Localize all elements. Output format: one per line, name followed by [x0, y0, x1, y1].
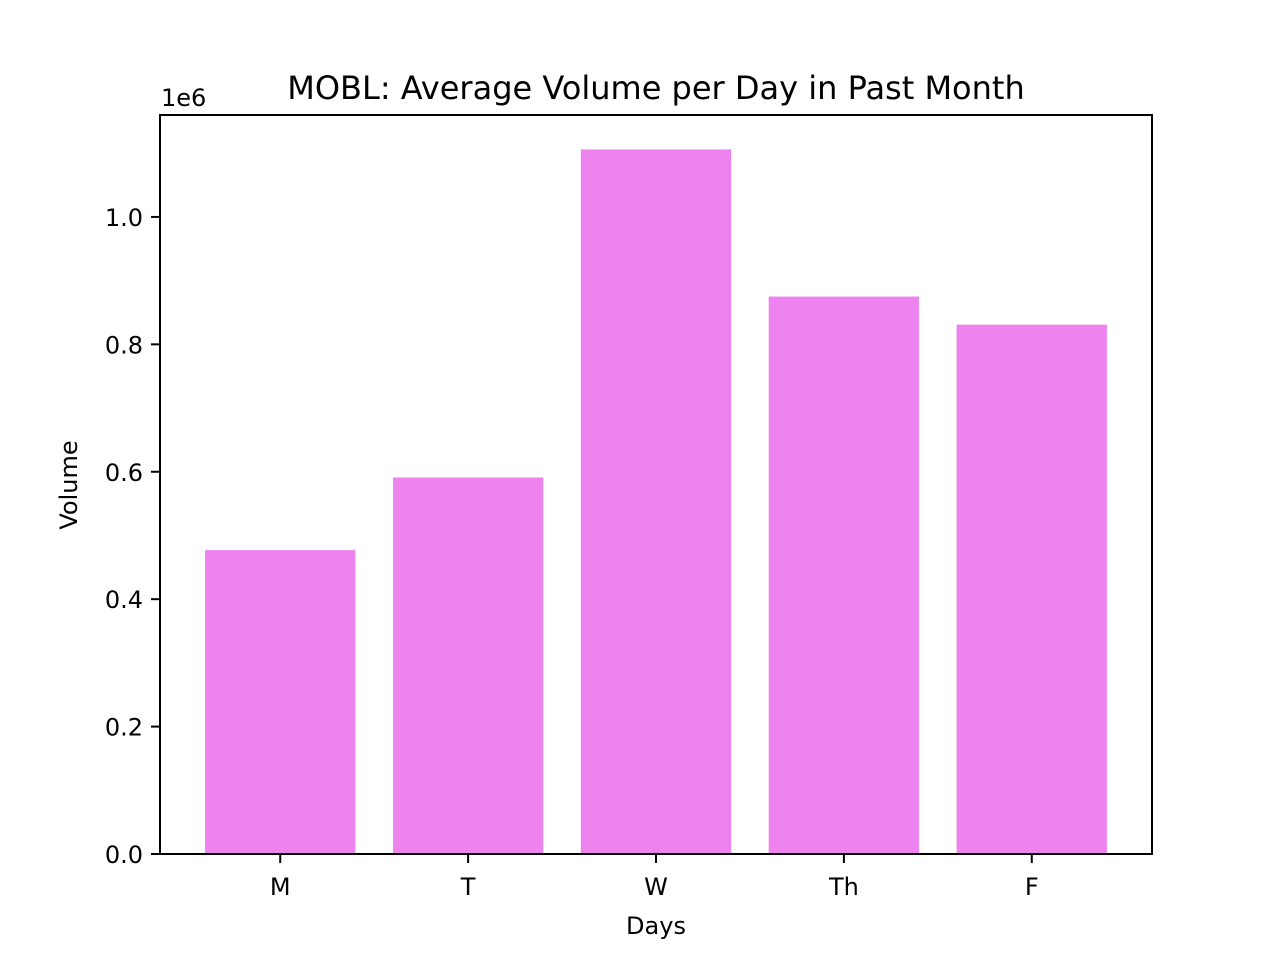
y-axis-label: Volume [55, 440, 83, 529]
y-tick-label: 0.6 [105, 459, 143, 487]
y-tick-label: 0.4 [105, 586, 143, 614]
y-tick-label: 0.0 [105, 841, 143, 869]
y-tick-label: 1.0 [105, 204, 143, 232]
bars-group [205, 149, 1107, 854]
bar-f [956, 324, 1107, 854]
x-axis-label: Days [626, 912, 686, 940]
x-tick-label: F [1025, 873, 1039, 901]
bar-w [580, 149, 732, 854]
bar-t [392, 477, 544, 854]
x-tick-label: W [644, 873, 668, 901]
y-axis-offset-label: 1e6 [161, 84, 206, 112]
y-tick-label: 0.2 [105, 714, 143, 742]
ticks-group: M T W Th F 0.0 0.2 0.4 0.6 0.8 1.0 [105, 204, 1039, 901]
x-tick-label: M [270, 873, 291, 901]
bar-m [205, 550, 356, 854]
y-tick-label: 0.8 [105, 331, 143, 359]
x-tick-label: T [460, 873, 476, 901]
chart-title: MOBL: Average Volume per Day in Past Mon… [287, 69, 1024, 107]
bar-th [768, 296, 920, 854]
plot-frame [159, 114, 1153, 855]
x-tick-label: Th [828, 873, 859, 901]
